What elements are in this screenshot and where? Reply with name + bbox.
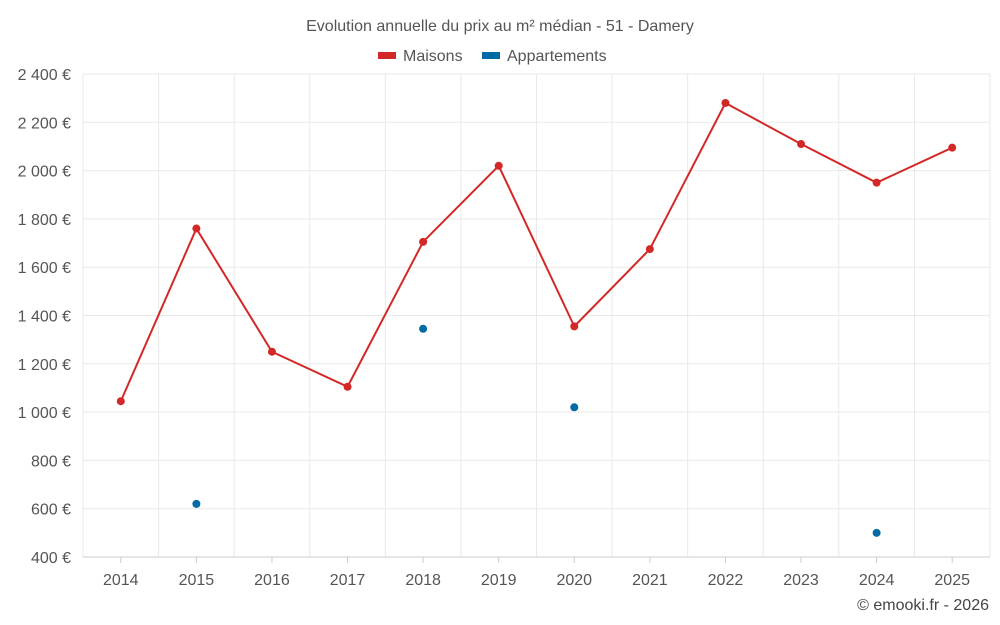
x-tick-label: 2017 [330,572,366,589]
data-point[interactable] [570,403,579,412]
y-tick-label: 2 400 € [18,67,71,84]
y-tick-label: 1 000 € [18,405,71,422]
x-tick-label: 2014 [103,572,139,589]
chart-title: Evolution annuelle du prix au m² médian … [306,18,694,35]
x-tick-label: 2021 [632,572,668,589]
y-tick-label: 2 000 € [18,164,71,181]
data-point[interactable] [645,245,654,254]
y-tick-label: 1 200 € [18,357,71,374]
x-tick-label: 2022 [708,572,744,589]
x-tick-label: 2023 [783,572,819,589]
data-point[interactable] [116,397,125,406]
data-point[interactable] [872,528,881,537]
grid [82,73,991,557]
y-tick-label: 1 400 € [18,309,71,326]
legend-item-appartements[interactable]: Appartements [482,48,607,65]
x-tick-label: 2025 [934,572,970,589]
x-tick-label: 2024 [859,572,895,589]
data-point[interactable] [494,161,503,170]
x-tick-label: 2018 [405,572,441,589]
data-point[interactable] [192,224,201,233]
data-point[interactable] [948,143,957,152]
y-tick-label: 800 € [31,453,71,470]
data-point[interactable] [570,322,579,331]
legend: Maisons Appartements [378,48,607,65]
series-maisons [116,98,957,406]
legend-label: Appartements [507,48,607,65]
legend-label: Maisons [403,48,463,65]
y-tick-label: 1 800 € [18,212,71,229]
x-tick-label: 2015 [179,572,215,589]
series-line [119,101,953,402]
data-point[interactable] [192,499,201,508]
credit-text: © emooki.fr - 2026 [857,597,989,614]
x-tick-label: 2016 [254,572,290,589]
data-point[interactable] [721,98,730,107]
data-point[interactable] [419,324,428,333]
data-point[interactable] [797,140,806,149]
y-tick-label: 2 200 € [18,115,71,132]
legend-swatch [482,52,500,59]
data-point[interactable] [419,237,428,246]
data-point[interactable] [267,347,276,356]
y-tick-label: 400 € [31,550,71,567]
series-appartements [192,324,881,537]
axes: 400 € 600 € 800 € 1 000 € 1 200 € 1 400 € 1 60… [18,67,990,589]
x-tick-label: 2020 [556,572,592,589]
x-tick-label: 2019 [481,572,517,589]
legend-item-maisons[interactable]: Maisons [378,48,463,65]
series [116,98,957,537]
data-point[interactable] [343,382,352,391]
data-point[interactable] [872,178,881,187]
y-tick-label: 1 600 € [18,260,71,277]
legend-swatch [378,52,396,59]
y-tick-label: 600 € [31,502,71,519]
